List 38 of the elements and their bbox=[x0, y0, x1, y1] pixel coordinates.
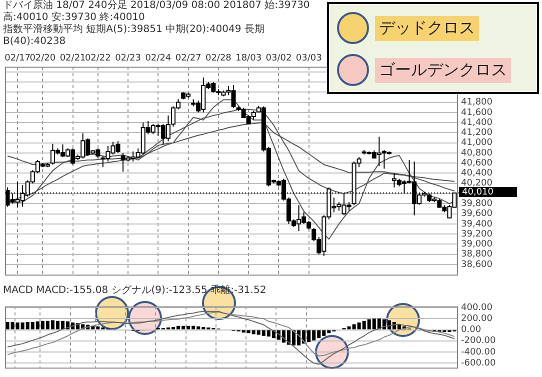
y-tick-label: 200.00 bbox=[461, 314, 493, 324]
x-tick-label: 03/02 bbox=[266, 54, 292, 64]
y-tick-label: 39,800 bbox=[461, 198, 493, 209]
y-tick-label: 0.00 bbox=[461, 325, 482, 336]
annotation: ゴールデンクロス bbox=[375, 58, 511, 82]
y-tick-label: 41,200 bbox=[461, 128, 493, 138]
y-tick-label: 39,000 bbox=[461, 240, 493, 250]
y-tick-label: 40,600 bbox=[461, 158, 493, 168]
x-tick-label: 02/22 bbox=[84, 54, 111, 64]
y-tick-label: 400.00 bbox=[461, 302, 493, 313]
y-tick-label: 40,200 bbox=[461, 178, 493, 189]
y-tick-label: -600.00 bbox=[461, 358, 496, 368]
x-tick-label: 02/17 bbox=[4, 54, 31, 64]
y-tick-label: 38,800 bbox=[461, 250, 493, 260]
y-tick-label: 38,600 bbox=[461, 260, 493, 270]
y-tick-label: 41,400 bbox=[461, 118, 493, 128]
chart-title: ドバイ原油 18/07 240分足 2018/03/09 08:00 201807 始:39730 高:40010 安:39730 終:40010 bbox=[3, 0, 311, 24]
x-tick-label: 02/20 bbox=[30, 54, 56, 64]
y-tick-label: 40,800 bbox=[461, 148, 493, 158]
ref-line-label: 40,010 bbox=[462, 187, 494, 198]
x-tick-label: 02/23 bbox=[115, 54, 142, 64]
y-tick-label: -400.00 bbox=[461, 347, 496, 358]
y-tick-label: 41,600 bbox=[461, 108, 493, 118]
y-tick-label: 39,200 bbox=[461, 229, 493, 240]
x-tick-label: 02/21 bbox=[60, 54, 86, 64]
x-tick-label: 02/24 bbox=[145, 54, 172, 64]
y-tick-label: 39,600 bbox=[461, 209, 493, 220]
x-tick-label: 03/03 bbox=[296, 54, 322, 64]
x-tick-label: 02/28 bbox=[205, 54, 232, 64]
y-tick-label: 39,400 bbox=[461, 219, 493, 230]
x-tick-label: 02/27 bbox=[175, 54, 202, 64]
y-tick-label: 41,800 bbox=[461, 98, 493, 108]
y-tick-label: 41,000 bbox=[461, 138, 493, 148]
y-tick-label: -200.00 bbox=[461, 336, 496, 346]
chart-subtitle: 指数平滑移動平均 短期A(5):39851 中期(20):40049 長期B(40):40238 bbox=[3, 24, 266, 48]
y-tick-label: 40,400 bbox=[461, 168, 493, 179]
circle-key-box: デッドクロス ゴールデンクロス bbox=[327, 2, 539, 94]
x-tick-label: 18/03 bbox=[236, 54, 262, 64]
